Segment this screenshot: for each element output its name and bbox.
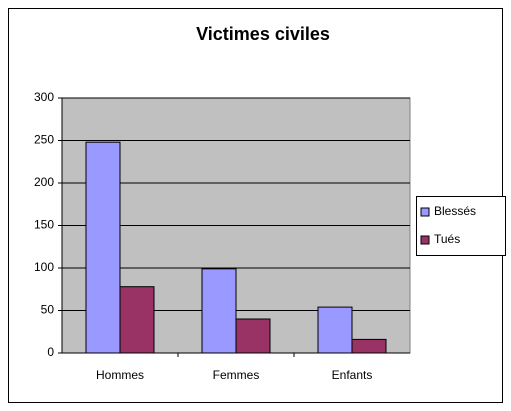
legend-swatch (420, 235, 430, 245)
y-tick-label: 250 (34, 133, 54, 147)
y-tick-label: 50 (41, 303, 55, 317)
bar (235, 318, 271, 354)
y-tick-label: 300 (34, 90, 54, 104)
bar (317, 306, 353, 354)
legend-swatch (420, 207, 430, 217)
legend-label: Blessés (434, 204, 476, 218)
x-tick-label: Femmes (213, 368, 260, 382)
x-tick-label: Hommes (96, 368, 144, 382)
legend-label: Tués (434, 232, 460, 246)
bar (85, 141, 121, 354)
x-tick-label: Enfants (332, 368, 373, 382)
y-tick-label: 100 (34, 260, 54, 274)
bar (119, 286, 155, 354)
bar (351, 338, 387, 354)
chart-title: Victimes civiles (196, 24, 330, 44)
y-tick-label: 200 (34, 175, 54, 189)
y-tick-label: 150 (34, 218, 54, 232)
legend-box (416, 196, 506, 256)
bar (201, 268, 237, 354)
y-tick-label: 0 (47, 345, 54, 359)
